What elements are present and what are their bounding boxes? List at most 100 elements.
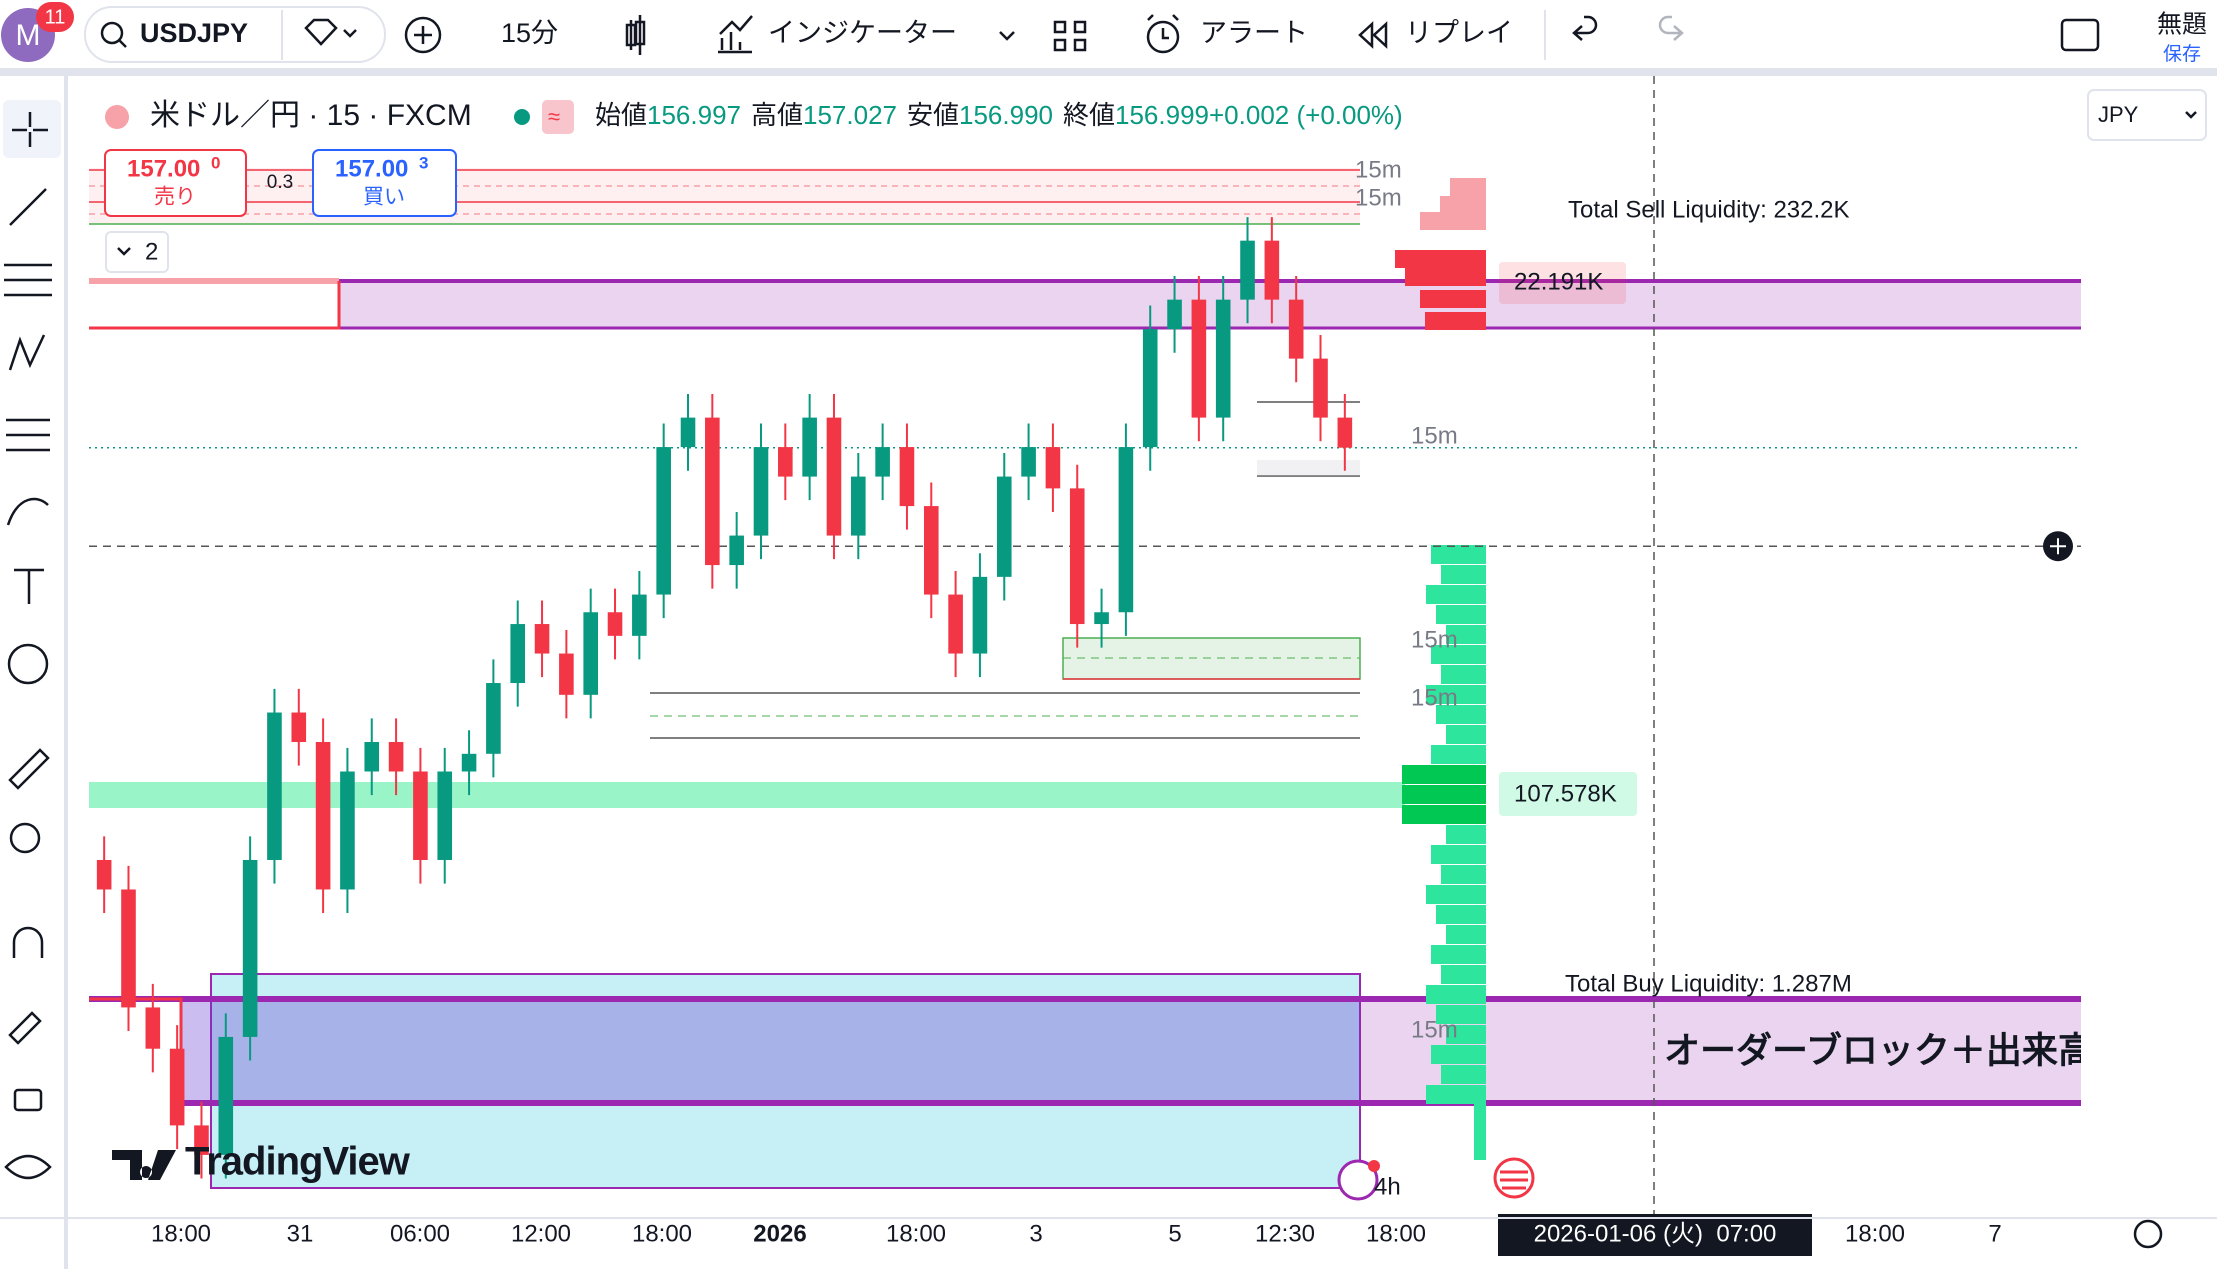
replay[interactable]: リプレイ [1405, 18, 1513, 48]
candle-body [1167, 299, 1182, 330]
chevron [117, 247, 131, 256]
alerts[interactable]: アラート [1200, 18, 1308, 48]
sell-profile-bar [1395, 250, 1486, 268]
layout-icon[interactable] [1053, 20, 1087, 52]
layout-name[interactable]: 無題 [2157, 11, 2207, 39]
currency[interactable]: JPY [2098, 102, 2139, 127]
settings[interactable] [2133, 1219, 2163, 1249]
candle-body [583, 612, 598, 695]
replay-icon[interactable] [1358, 21, 1388, 49]
tool-lock[interactable] [13, 1088, 43, 1112]
buy-button[interactable] [312, 149, 457, 217]
candle-body [996, 476, 1012, 577]
time-crosshair-label: 2026-01-06 (火) 07:00 [1534, 1220, 1777, 1247]
chart-type[interactable] [625, 15, 646, 55]
interval[interactable]: 15分 [501, 18, 558, 48]
buy-profile-bar [1436, 605, 1486, 624]
buy-profile-bar [1441, 665, 1486, 684]
zone-label: 15m [1411, 1016, 1458, 1043]
candle-body [1094, 612, 1109, 625]
tool-forecast[interactable] [6, 418, 50, 452]
sell-liquidity: Total Sell Liquidity: 232.2K [1568, 196, 1850, 223]
legend-close: 156.999 [1115, 100, 1209, 130]
candle-body [1313, 358, 1328, 418]
buy-profile-bar [1436, 705, 1486, 724]
zone-line [89, 997, 183, 1103]
tool-magnet[interactable] [12, 926, 44, 958]
diamond-icon[interactable] [304, 18, 338, 46]
sell-price: 157.00 [127, 155, 200, 182]
buy-profile-bar [1431, 1045, 1486, 1064]
tool-visibility[interactable] [4, 1154, 52, 1180]
candle-body [1288, 299, 1304, 359]
indicators[interactable]: インジケーター [768, 18, 957, 48]
sell-button[interactable] [104, 149, 247, 217]
search-icon [100, 21, 124, 45]
tool-trendline[interactable] [9, 188, 47, 226]
candle-body [778, 447, 793, 477]
candle-body [121, 889, 136, 1008]
event-icon [1337, 1159, 1379, 1201]
collapse-button[interactable] [105, 231, 169, 273]
time-crosshair-tag [1498, 1214, 1812, 1256]
volume-bar-zone [89, 782, 1405, 808]
tool-fib[interactable] [4, 263, 52, 297]
candle-body [705, 417, 720, 566]
tool-text[interactable] [14, 568, 44, 604]
buy-profile-bar [1402, 785, 1486, 804]
avatar-letter: M [16, 19, 41, 52]
add-symbol[interactable] [404, 16, 442, 54]
undo[interactable] [1572, 15, 1598, 41]
buy-profile-bar [1426, 885, 1486, 904]
candle-body [851, 476, 866, 536]
indicator-icon[interactable] [718, 15, 753, 54]
candle-body [948, 594, 963, 654]
watermark: TradingView [185, 1140, 411, 1184]
x-tick-label: 12:30 [1255, 1220, 1315, 1247]
buy-peak: 107.578K [1514, 780, 1617, 807]
tool-emoji[interactable] [7, 643, 49, 685]
zone-label: 15m [1411, 626, 1458, 653]
tool-zoom[interactable] [9, 822, 41, 854]
buy-profile-bar [1431, 845, 1486, 864]
badge [36, 2, 74, 32]
candle-body [194, 1125, 209, 1155]
candle-body [559, 653, 574, 695]
candle-body [267, 712, 282, 860]
candle-body [145, 1007, 161, 1049]
candle-body [510, 624, 526, 684]
buy-price: 157.00 [335, 155, 408, 182]
tool-pattern[interactable] [8, 334, 46, 371]
candle-body [1069, 488, 1085, 625]
sell-profile-bar [1420, 290, 1486, 308]
candle-body [413, 771, 428, 860]
candle-body [607, 612, 623, 636]
buy-profile-bar [1446, 1025, 1486, 1044]
currency-button[interactable] [2087, 89, 2207, 141]
tool-brush[interactable] [6, 497, 49, 526]
buy-profile-bar [1426, 1085, 1486, 1104]
buy-profile-bar [1402, 765, 1486, 784]
symbol-search[interactable] [84, 6, 386, 63]
legend-title: 米ドル／円 · 15 · FXCM [150, 99, 472, 132]
candle-body [899, 447, 915, 507]
watermark-logo [112, 1150, 176, 1180]
x-tick-label: 3 [1029, 1220, 1042, 1247]
buy-profile-bar [1426, 685, 1486, 704]
fullscreen[interactable] [2060, 18, 2100, 52]
candle-body [1240, 240, 1255, 300]
save[interactable]: 保存 [2163, 43, 2201, 65]
tool-lock-drawing[interactable] [8, 1011, 42, 1045]
candle-body [680, 417, 696, 448]
candle-body [1215, 299, 1231, 418]
redo[interactable] [1658, 15, 1684, 41]
buy-liquidity: Total Buy Liquidity: 1.287M [1565, 970, 1852, 997]
candle-body [486, 683, 501, 754]
tool-crosshair[interactable] [12, 112, 48, 147]
order-block-zone [339, 280, 2081, 328]
fvg-zone [210, 973, 1361, 1189]
tool-ruler[interactable] [8, 748, 50, 790]
alert-icon[interactable] [1146, 20, 1180, 54]
candle-body [242, 859, 258, 1037]
